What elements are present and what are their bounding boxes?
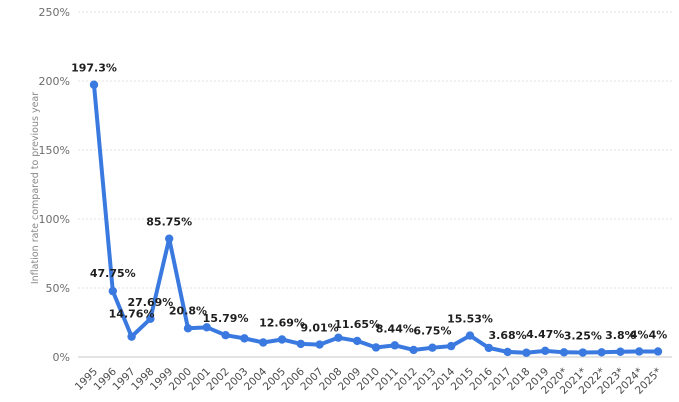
data-point <box>541 346 550 356</box>
data-point <box>390 341 399 350</box>
data-point <box>447 341 456 351</box>
data-point <box>165 234 174 243</box>
y-tick-label: 100% <box>39 213 70 226</box>
data-label: 8.44% <box>376 322 414 335</box>
data-point <box>221 331 230 340</box>
data-point <box>89 80 99 89</box>
data-label: 20.8% <box>169 304 207 317</box>
y-tick-label: 0% <box>53 351 70 364</box>
data-label: 14.76% <box>109 308 155 321</box>
data-point <box>146 314 155 323</box>
data-label: 3.8% <box>605 329 636 342</box>
y-axis-title: Inflation rate compared to previous year <box>30 92 41 284</box>
data-label: 11.65% <box>334 318 380 331</box>
data-point <box>183 324 193 333</box>
data-point <box>277 335 287 344</box>
data-label: 6.75% <box>413 325 451 338</box>
y-tick-label: 150% <box>39 144 70 157</box>
data-point <box>559 348 569 357</box>
data-label: 12.69% <box>259 316 305 329</box>
data-point <box>578 348 587 357</box>
data-point <box>127 332 136 341</box>
data-label: 15.53% <box>447 313 493 326</box>
data-point <box>465 331 475 340</box>
data-point <box>315 340 324 349</box>
data-point <box>503 347 512 357</box>
data-points <box>89 80 663 357</box>
data-label: 4.47% <box>526 328 564 341</box>
data-point <box>428 343 437 352</box>
data-label: 9.01% <box>301 322 339 335</box>
data-point <box>202 323 211 332</box>
data-label: 85.75% <box>146 216 192 229</box>
y-tick-label: 50% <box>46 282 70 295</box>
data-label: 3.68% <box>489 329 527 342</box>
data-point <box>653 347 663 356</box>
data-point <box>597 348 606 357</box>
gridlines <box>78 11 672 358</box>
data-point <box>334 333 343 342</box>
data-point <box>635 347 644 356</box>
x-axis-tick-labels: 1995199619971998199920002001200220032004… <box>73 365 664 396</box>
data-point <box>296 339 305 349</box>
y-axis-tick-labels: 0% 50% 100% 150% 200% 250% <box>39 6 70 364</box>
y-tick-label: 250% <box>39 6 70 19</box>
data-point <box>484 343 493 353</box>
y-tick-label: 200% <box>39 75 70 88</box>
data-label: 4% <box>630 328 649 341</box>
data-label: 3.25% <box>564 330 602 343</box>
data-label: 197.3% <box>71 62 117 75</box>
data-label: 47.75% <box>90 267 136 280</box>
data-point <box>108 286 118 296</box>
data-point <box>371 343 381 352</box>
data-label: 27.69% <box>127 296 173 309</box>
data-labels: 197.3% 47.75% 14.76%27.69% 85.75% 20.8%15.79… <box>71 62 667 343</box>
data-point <box>353 336 362 346</box>
data-point <box>616 347 625 356</box>
data-point <box>240 334 249 343</box>
data-point <box>409 345 418 355</box>
data-label: 15.79% <box>203 312 249 325</box>
data-point <box>522 348 531 357</box>
data-point <box>259 338 268 347</box>
data-label: 4% <box>649 328 668 341</box>
